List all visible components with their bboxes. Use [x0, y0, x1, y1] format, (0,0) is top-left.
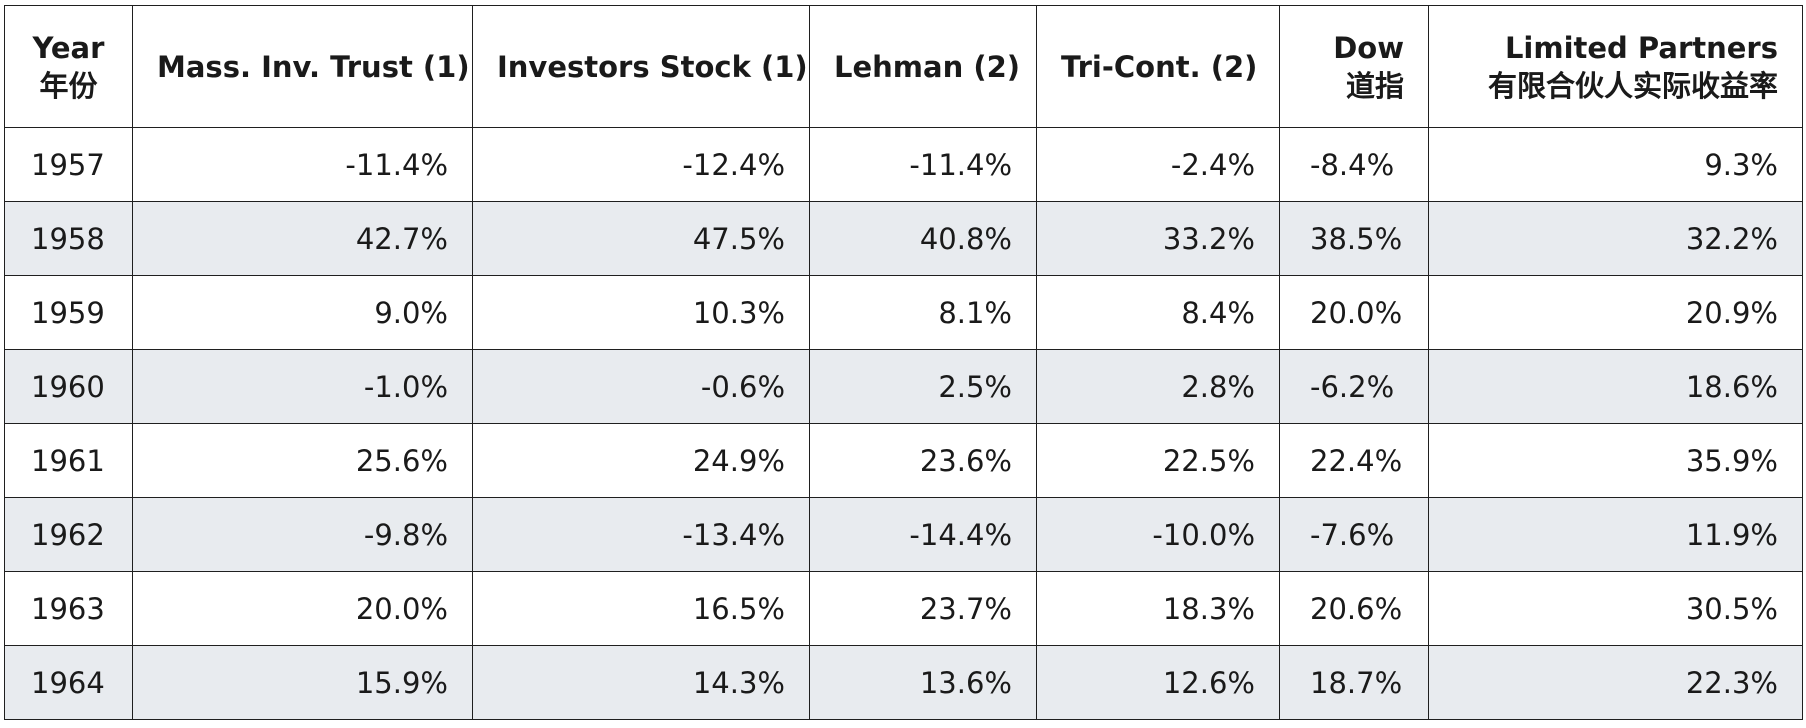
cell-limited-partners: 20.9%	[1428, 275, 1803, 350]
cell-tri-cont: 22.5%	[1036, 423, 1280, 498]
cell-limited-partners: 18.6%	[1428, 349, 1803, 424]
cell-investors-stock: 16.5%	[472, 571, 810, 646]
table-row: 1963 20.0% 16.5% 23.7% 18.3% 20.6% 30.5%	[4, 571, 1803, 646]
cell-year: 1964	[4, 645, 133, 720]
header-limited-partners-zh: 有限合伙人实际收益率	[1487, 68, 1778, 103]
cell-investors-stock: 10.3%	[472, 275, 810, 350]
cell-mass-inv-trust: 20.0%	[132, 571, 473, 646]
header-year: Year 年份	[4, 5, 133, 128]
header-tri-cont: Tri-Cont. (2)	[1036, 5, 1280, 128]
table-header: Year 年份 Mass. Inv. Trust (1) Investors S…	[4, 5, 1803, 128]
table-body: 1957 -11.4% -12.4% -11.4% -2.4% -8.4% 9.…	[4, 127, 1803, 720]
cell-lehman: 2.5%	[809, 349, 1037, 424]
header-year-zh: 年份	[39, 68, 98, 103]
cell-mass-inv-trust: 15.9%	[132, 645, 473, 720]
cell-investors-stock: -12.4%	[472, 127, 810, 202]
header-mass-inv-trust-label: Mass. Inv. Trust (1)	[157, 49, 470, 84]
cell-lehman: 23.7%	[809, 571, 1037, 646]
table-row: 1962 -9.8% -13.4% -14.4% -10.0% -7.6% 11…	[4, 497, 1803, 572]
cell-tri-cont: 33.2%	[1036, 201, 1280, 276]
table-row: 1961 25.6% 24.9% 23.6% 22.5% 22.4% 35.9%	[4, 423, 1803, 498]
cell-dow: 38.5%	[1279, 201, 1429, 276]
cell-mass-inv-trust: -1.0%	[132, 349, 473, 424]
cell-investors-stock: 24.9%	[472, 423, 810, 498]
cell-year: 1960	[4, 349, 133, 424]
cell-tri-cont: -2.4%	[1036, 127, 1280, 202]
table-row: 1964 15.9% 14.3% 13.6% 12.6% 18.7% 22.3%	[4, 645, 1803, 720]
cell-dow: 20.0%	[1279, 275, 1429, 350]
returns-table: Year 年份 Mass. Inv. Trust (1) Investors S…	[4, 5, 1803, 720]
cell-lehman: -14.4%	[809, 497, 1037, 572]
header-lehman-label: Lehman (2)	[834, 49, 1021, 84]
cell-dow: 18.7%	[1279, 645, 1429, 720]
cell-year: 1961	[4, 423, 133, 498]
cell-year: 1957	[4, 127, 133, 202]
header-row: Year 年份 Mass. Inv. Trust (1) Investors S…	[4, 5, 1803, 128]
cell-lehman: 40.8%	[809, 201, 1037, 276]
cell-limited-partners: 32.2%	[1428, 201, 1803, 276]
cell-limited-partners: 11.9%	[1428, 497, 1803, 572]
header-tri-cont-label: Tri-Cont. (2)	[1061, 49, 1258, 84]
header-dow-zh: 道指	[1345, 68, 1404, 103]
header-mass-inv-trust: Mass. Inv. Trust (1)	[132, 5, 473, 128]
header-investors-stock-label: Investors Stock (1)	[497, 49, 808, 84]
cell-year: 1959	[4, 275, 133, 350]
cell-mass-inv-trust: -11.4%	[132, 127, 473, 202]
header-investors-stock: Investors Stock (1)	[472, 5, 810, 128]
header-limited-partners-en: Limited Partners	[1504, 30, 1778, 65]
cell-dow: 20.6%	[1279, 571, 1429, 646]
cell-lehman: 13.6%	[809, 645, 1037, 720]
cell-lehman: 23.6%	[809, 423, 1037, 498]
header-dow-en: Dow	[1333, 30, 1404, 65]
table-row: 1960 -1.0% -0.6% 2.5% 2.8% -6.2% 18.6%	[4, 349, 1803, 424]
cell-mass-inv-trust: 9.0%	[132, 275, 473, 350]
header-lehman: Lehman (2)	[809, 5, 1037, 128]
cell-year: 1963	[4, 571, 133, 646]
cell-dow: -7.6%	[1279, 497, 1429, 572]
cell-tri-cont: 8.4%	[1036, 275, 1280, 350]
cell-investors-stock: -0.6%	[472, 349, 810, 424]
cell-limited-partners: 9.3%	[1428, 127, 1803, 202]
table-row: 1959 9.0% 10.3% 8.1% 8.4% 20.0% 20.9%	[4, 275, 1803, 350]
cell-limited-partners: 22.3%	[1428, 645, 1803, 720]
table-row: 1957 -11.4% -12.4% -11.4% -2.4% -8.4% 9.…	[4, 127, 1803, 202]
cell-lehman: 8.1%	[809, 275, 1037, 350]
header-dow: Dow 道指	[1279, 5, 1429, 128]
cell-year: 1962	[4, 497, 133, 572]
cell-dow: -6.2%	[1279, 349, 1429, 424]
cell-investors-stock: -13.4%	[472, 497, 810, 572]
cell-lehman: -11.4%	[809, 127, 1037, 202]
cell-tri-cont: 2.8%	[1036, 349, 1280, 424]
cell-mass-inv-trust: 42.7%	[132, 201, 473, 276]
table-row: 1958 42.7% 47.5% 40.8% 33.2% 38.5% 32.2%	[4, 201, 1803, 276]
cell-tri-cont: 18.3%	[1036, 571, 1280, 646]
cell-tri-cont: -10.0%	[1036, 497, 1280, 572]
cell-mass-inv-trust: 25.6%	[132, 423, 473, 498]
header-limited-partners: Limited Partners 有限合伙人实际收益率	[1428, 5, 1803, 128]
header-year-en: Year	[32, 30, 105, 65]
cell-year: 1958	[4, 201, 133, 276]
cell-dow: -8.4%	[1279, 127, 1429, 202]
cell-tri-cont: 12.6%	[1036, 645, 1280, 720]
cell-investors-stock: 47.5%	[472, 201, 810, 276]
cell-investors-stock: 14.3%	[472, 645, 810, 720]
cell-limited-partners: 30.5%	[1428, 571, 1803, 646]
cell-limited-partners: 35.9%	[1428, 423, 1803, 498]
cell-mass-inv-trust: -9.8%	[132, 497, 473, 572]
cell-dow: 22.4%	[1279, 423, 1429, 498]
